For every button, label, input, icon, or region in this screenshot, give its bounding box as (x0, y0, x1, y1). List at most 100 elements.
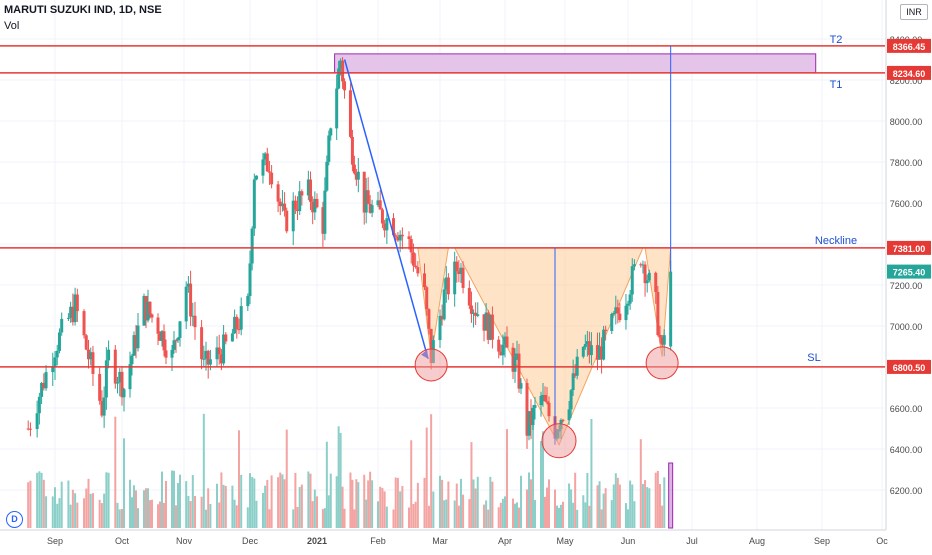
volume-bar (165, 480, 167, 528)
candle-body (150, 314, 154, 318)
candle-body (561, 419, 565, 421)
volume-bar (624, 503, 627, 528)
volume-bar (447, 481, 450, 528)
volume-bar (100, 503, 103, 528)
volume-bar (568, 483, 571, 528)
volume-bar (659, 484, 661, 528)
candle-body (323, 190, 327, 234)
candle-body (69, 306, 73, 318)
volume-bar (159, 501, 161, 528)
volume-bar (107, 472, 110, 528)
candle-body (321, 207, 325, 234)
candle-body (656, 291, 660, 335)
volume-bar (399, 491, 402, 528)
candle-body (385, 218, 389, 231)
level-label-t1: T1 (830, 79, 843, 91)
tradingview-logo-icon[interactable]: D (6, 511, 23, 528)
candle-body (252, 179, 256, 229)
candle-body (42, 382, 46, 389)
volume-bar (590, 419, 593, 528)
candle-body (172, 340, 176, 350)
volume-bar (71, 489, 74, 528)
candle-body (296, 209, 300, 212)
volume-bar (401, 486, 404, 528)
candle-body (396, 236, 400, 241)
candle-body (511, 347, 515, 372)
volume-bar (89, 493, 92, 528)
volume-bar (253, 478, 256, 528)
last-price-tag: 7265.40 (893, 268, 926, 278)
candle-body (589, 345, 593, 356)
volume-bar (582, 495, 585, 528)
volume-bar (216, 483, 218, 528)
volume-bar (516, 502, 518, 528)
volume-bar (58, 498, 61, 528)
candle-body (429, 328, 433, 363)
volume-bar (656, 470, 659, 528)
volume-bar (177, 483, 179, 528)
volume-indicator-label[interactable]: Vol (4, 20, 20, 32)
candle-body (120, 371, 124, 398)
volume-bar (633, 501, 636, 528)
currency-badge[interactable]: INR (900, 4, 928, 20)
volume-bar (379, 486, 382, 528)
candle-body (482, 314, 486, 331)
candle-body (71, 306, 75, 323)
volume-bar (266, 479, 269, 528)
candle-body (425, 287, 429, 310)
candle-body (529, 411, 533, 426)
candle-body (51, 366, 55, 373)
candle-body (136, 325, 140, 349)
volume-bar (548, 479, 550, 528)
candle-body (378, 200, 382, 210)
candle-body (527, 411, 531, 436)
volume-bar (414, 501, 417, 528)
level-label-neckline: Neckline (815, 235, 857, 247)
volume-bar (439, 475, 441, 528)
candle-body (411, 252, 415, 266)
candle-body (503, 336, 507, 345)
volume-bar (307, 471, 310, 528)
volume-bar (612, 484, 615, 528)
time-tick-label: 2021 (307, 536, 327, 546)
candle-body (100, 400, 104, 416)
candle-body (515, 353, 519, 357)
volume-bar (472, 479, 475, 528)
volume-bar (116, 502, 119, 528)
candle-body (602, 329, 606, 360)
volume-bar (309, 473, 312, 528)
volume-bar (329, 473, 332, 528)
candle-body (250, 228, 254, 264)
candle-body (75, 294, 79, 312)
volume-bar (42, 479, 45, 528)
candle-body (467, 287, 471, 306)
volume-bar (187, 496, 190, 528)
candle-body (517, 353, 521, 389)
candle-body (614, 307, 618, 313)
volume-bar (485, 500, 488, 528)
volume-bar (251, 477, 254, 528)
candle-body (476, 314, 480, 316)
volume-bar (281, 474, 284, 528)
candle-body (26, 428, 30, 430)
volume-bar (238, 430, 240, 528)
volume-bar (220, 472, 223, 528)
candle-body (474, 312, 478, 316)
candle-body (107, 349, 111, 361)
candle-body (531, 407, 535, 426)
candle-body (647, 272, 651, 281)
volume-bar (427, 505, 430, 528)
candle-body (654, 272, 658, 292)
drawings (343, 45, 679, 459)
candle-body (596, 345, 600, 360)
candle-body (370, 205, 374, 213)
volume-bar (335, 476, 338, 528)
time-tick-label: Apr (498, 536, 512, 546)
candle-body (632, 264, 636, 267)
candle-body (174, 340, 178, 342)
candle-body (490, 314, 494, 340)
candle-body (624, 305, 628, 321)
volume-bar (470, 442, 473, 528)
